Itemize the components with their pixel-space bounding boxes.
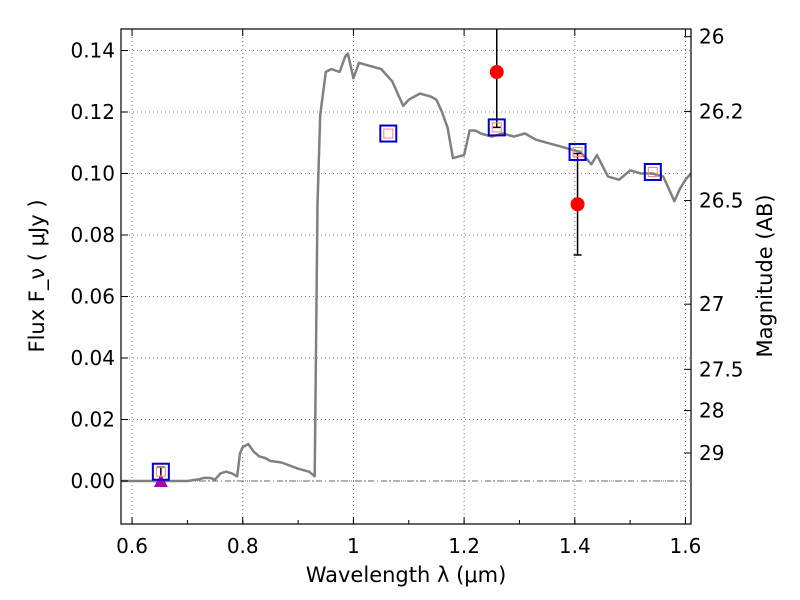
model-photometry-square: [643, 162, 662, 181]
x-tick-label: 0.8: [227, 534, 259, 558]
model-photometry-square: [568, 142, 587, 161]
x-tick-label: 1.6: [670, 534, 702, 558]
right-tick-label: 29: [699, 441, 724, 465]
model-spectrum: [121, 52, 691, 483]
y-tick-label: 0.10: [70, 162, 115, 186]
right-tick-label: 26: [699, 25, 724, 49]
x-tick-label: 0.6: [116, 534, 148, 558]
y-tick-label: 0.08: [70, 223, 115, 247]
model-photometry-square: [379, 124, 398, 143]
y-tick-label: 0.02: [70, 407, 115, 431]
ticks: 0.6 0.8 1 1.2 1.4 1.6 0.00 0.02 0.04 0.06 0.08 0.10…: [70, 25, 743, 558]
model-photometry-inner: [572, 146, 583, 157]
model-photometry-inner: [647, 166, 658, 177]
observed-point: [489, 65, 504, 80]
y-tick-label: 0.14: [70, 39, 115, 63]
model-spectrum-line: [121, 52, 691, 483]
observed-point: [570, 197, 585, 212]
right-tick-label: 27.5: [699, 357, 744, 381]
plot-frame: [120, 28, 692, 525]
y-tick-label: 0.12: [70, 100, 115, 124]
right-tick-label: 26.5: [699, 189, 744, 213]
right-axis-label: Magnitude (AB): [753, 194, 777, 357]
y-tick-label: 0.06: [70, 284, 115, 308]
right-tick-label: 28: [699, 399, 724, 423]
x-axis-label: Wavelength λ (μm): [306, 563, 507, 587]
x-tick-label: 1: [347, 534, 360, 558]
photometry-points: [151, 29, 662, 487]
grid: [121, 29, 691, 524]
model-photometry-inner: [383, 128, 394, 139]
y-tick-label: 0.04: [70, 346, 115, 370]
model-photometry-inner: [491, 122, 502, 133]
right-tick-label: 26.2: [699, 99, 744, 123]
right-tick-label: 27: [699, 292, 724, 316]
x-tick-label: 1.4: [559, 534, 591, 558]
model-photometry-square: [487, 118, 506, 137]
model-photometry-square: [151, 462, 170, 481]
model-photometry-inner: [155, 466, 166, 477]
y-axis-label: Flux F_ν ( μJy ): [25, 199, 50, 352]
y-tick-label: 0.00: [70, 469, 115, 493]
x-tick-label: 1.2: [448, 534, 480, 558]
